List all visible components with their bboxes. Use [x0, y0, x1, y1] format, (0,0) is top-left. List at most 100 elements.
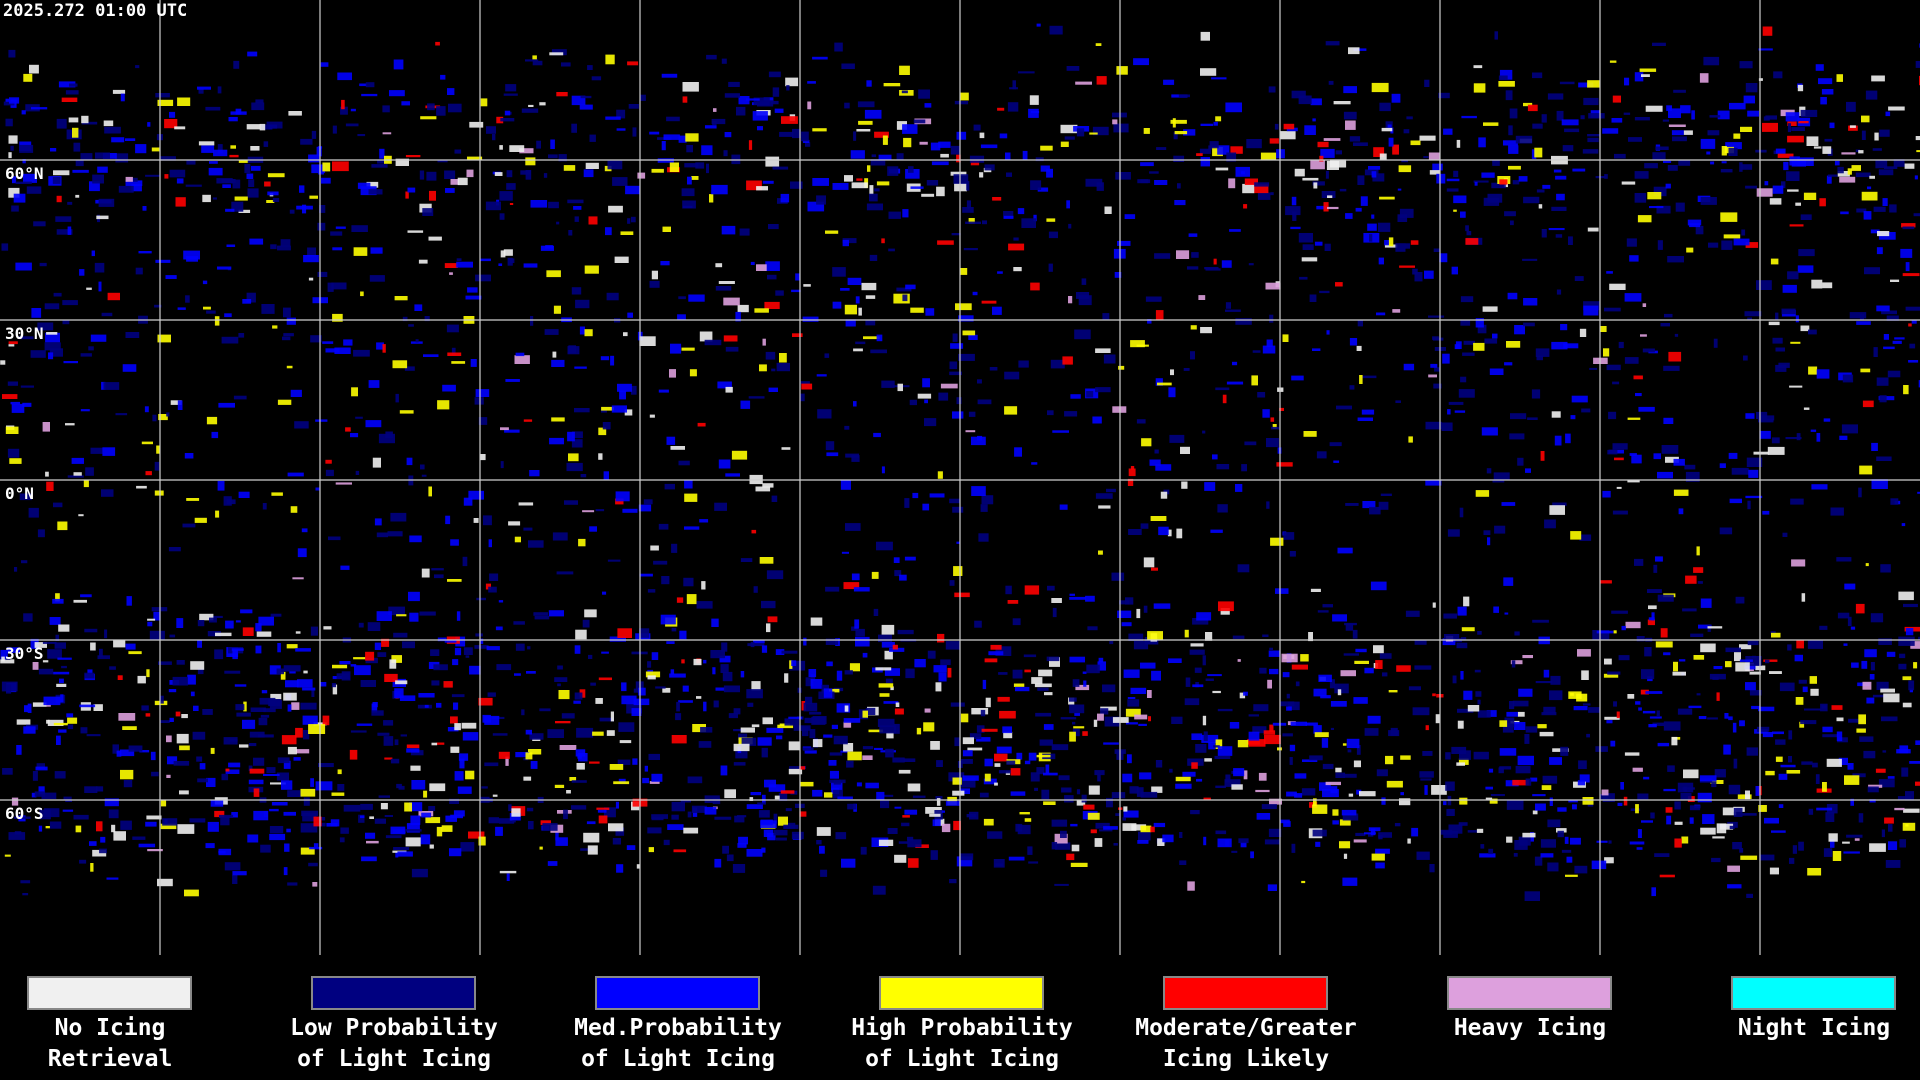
icing-patch [454, 723, 461, 731]
icing-patch [803, 284, 811, 287]
icing-patch [1076, 800, 1086, 806]
icing-patch [1531, 149, 1537, 159]
icing-patch [884, 668, 900, 676]
icing-patch [1394, 823, 1401, 827]
icing-patch [332, 247, 343, 251]
icing-patch [1217, 838, 1232, 848]
icing-patch [1171, 716, 1183, 724]
icing-patch [1004, 371, 1020, 380]
icing-patch [351, 225, 368, 232]
icing-patch [1609, 60, 1617, 63]
icing-patch [905, 284, 916, 290]
icing-patch [1407, 838, 1411, 844]
icing-patch [589, 526, 597, 532]
icing-patch [873, 432, 881, 438]
icing-patch [411, 868, 428, 878]
icing-patch [1458, 389, 1475, 398]
icing-patch [206, 777, 216, 787]
icing-patch [315, 487, 320, 491]
icing-patch [1532, 810, 1538, 815]
icing-patch [612, 838, 621, 845]
icing-patch [1504, 362, 1513, 366]
icing-patch [1271, 426, 1280, 430]
icing-patch [1432, 602, 1436, 608]
icing-patch [425, 817, 441, 824]
icing-patch [1588, 707, 1600, 713]
icing-patch [409, 612, 419, 622]
icing-patch [766, 727, 784, 733]
icing-patch [1651, 887, 1656, 897]
icing-patch [515, 352, 525, 357]
icing-patch [91, 250, 95, 257]
icing-patch [595, 698, 603, 704]
icing-patch [1036, 754, 1051, 758]
icing-patch [192, 731, 206, 740]
icing-patch [1696, 546, 1700, 556]
icing-patch [218, 402, 235, 408]
icing-patch [879, 725, 896, 734]
icing-patch [1310, 160, 1325, 170]
icing-patch [96, 786, 104, 792]
icing-patch [1651, 612, 1655, 621]
icing-patch [79, 704, 96, 708]
icing-patch [937, 633, 945, 643]
icing-patch [52, 598, 64, 604]
icing-patch [65, 423, 75, 426]
icing-patch [310, 626, 318, 636]
icing-patch [691, 176, 699, 180]
icing-patch [623, 332, 628, 337]
icing-patch [1636, 847, 1643, 850]
icing-patch [1712, 836, 1725, 839]
icing-patch [339, 661, 351, 665]
icing-patch [235, 704, 245, 711]
icing-patch [73, 472, 82, 476]
icing-patch [853, 401, 857, 407]
icing-patch [369, 275, 385, 282]
icing-patch [1863, 211, 1872, 220]
icing-patch [990, 644, 1002, 650]
icing-patch [194, 517, 207, 523]
icing-patch [1003, 215, 1014, 219]
icing-patch [1918, 380, 1920, 388]
icing-patch [785, 808, 792, 812]
icing-patch [374, 818, 386, 824]
icing-patch [1856, 208, 1867, 213]
icing-patch [1863, 750, 1876, 759]
icing-patch [1578, 760, 1587, 769]
icing-patch [492, 134, 496, 141]
icing-patch [764, 779, 776, 788]
icing-patch [450, 814, 463, 819]
icing-patch [1653, 453, 1661, 460]
icing-patch [310, 778, 314, 787]
icing-patch [968, 334, 978, 340]
icing-patch [1217, 504, 1228, 513]
icing-patch [508, 804, 512, 812]
icing-patch [559, 745, 577, 750]
icing-patch [1353, 48, 1367, 51]
icing-patch [1313, 798, 1317, 806]
icing-patch [855, 341, 866, 345]
icing-patch [1876, 305, 1890, 312]
icing-patch [451, 361, 466, 364]
icing-patch [1678, 160, 1691, 166]
icing-patch [1639, 68, 1657, 72]
icing-patch [16, 719, 31, 725]
icing-patch [1713, 338, 1718, 348]
icing-patch [1442, 638, 1456, 646]
icing-patch [13, 193, 26, 203]
icing-patch [586, 821, 596, 825]
icing-patch [287, 472, 304, 477]
icing-patch [1113, 843, 1118, 846]
icing-patch [98, 281, 102, 292]
icing-patch [1899, 653, 1906, 659]
icing-patch [271, 492, 283, 496]
icing-patch [1399, 208, 1414, 218]
icing-patch [1289, 744, 1296, 752]
icing-patch [1708, 242, 1719, 248]
icing-patch [893, 557, 900, 563]
icing-patch [1570, 415, 1576, 420]
icing-patch [37, 529, 45, 538]
icing-patch [1816, 807, 1833, 811]
icing-patch [1425, 421, 1442, 430]
icing-patch [330, 819, 340, 827]
